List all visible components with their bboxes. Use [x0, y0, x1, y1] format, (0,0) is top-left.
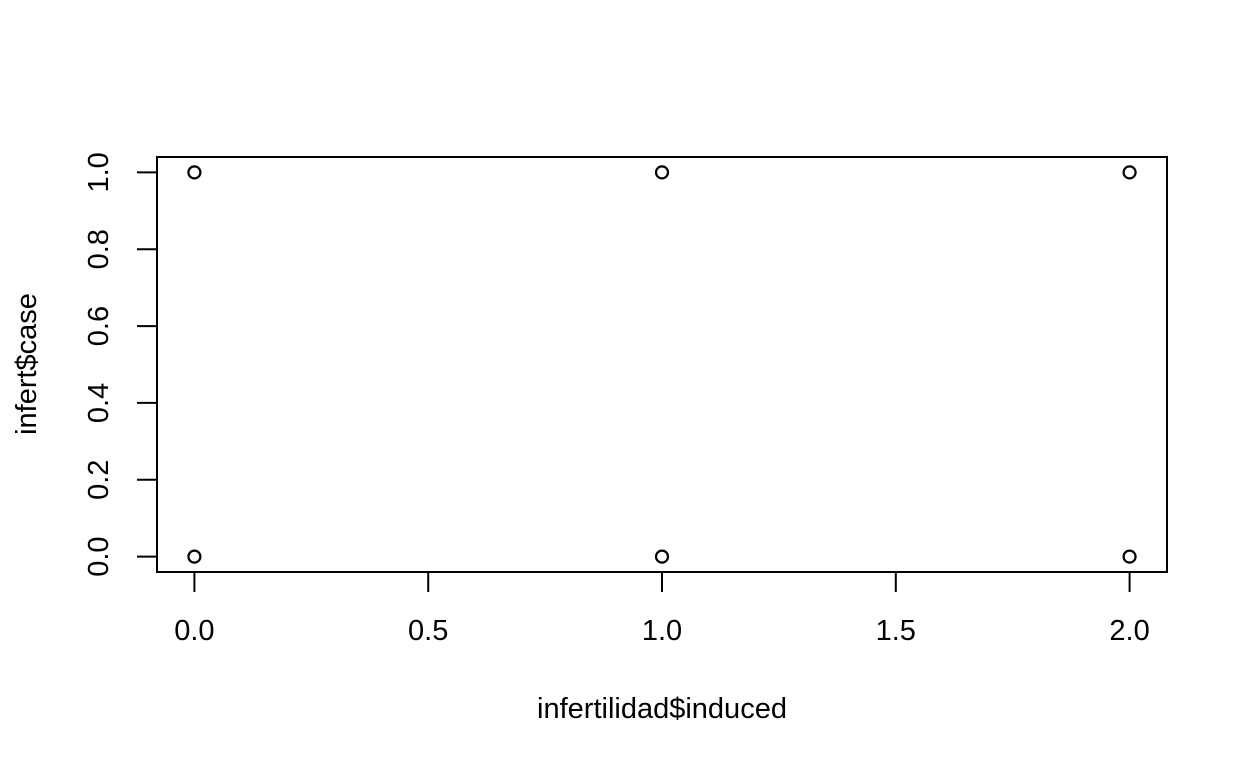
y-tick-label: 1.0 [83, 152, 115, 192]
x-tick-label: 0.0 [174, 615, 214, 647]
data-point [187, 165, 202, 180]
data-points [187, 165, 1137, 564]
y-tick-label: 0.6 [83, 306, 115, 346]
y-tick-label: 0.8 [83, 229, 115, 269]
data-point [1122, 549, 1137, 564]
x-tick-label: 2.0 [1109, 615, 1149, 647]
x-axis: 0.0 0.5 1.0 1.5 2.0 [174, 571, 1150, 647]
y-tick-label: 0.4 [83, 383, 115, 423]
data-point [654, 165, 670, 180]
y-axis-label: infert$case [11, 293, 43, 435]
plot-frame [156, 156, 1168, 573]
x-tick-label: 1.5 [876, 615, 916, 647]
x-tick-label: 1.0 [642, 615, 682, 647]
data-point [187, 549, 202, 564]
y-tick-label: 0.0 [83, 536, 115, 576]
x-tick-label: 0.5 [408, 615, 448, 647]
x-axis-label: infertilidad$induced [537, 693, 787, 725]
data-point [654, 549, 670, 564]
y-axis: 0.0 0.2 0.4 0.6 0.8 1.0 [83, 152, 158, 577]
y-tick-label: 0.2 [83, 460, 115, 500]
data-point [1122, 165, 1137, 180]
